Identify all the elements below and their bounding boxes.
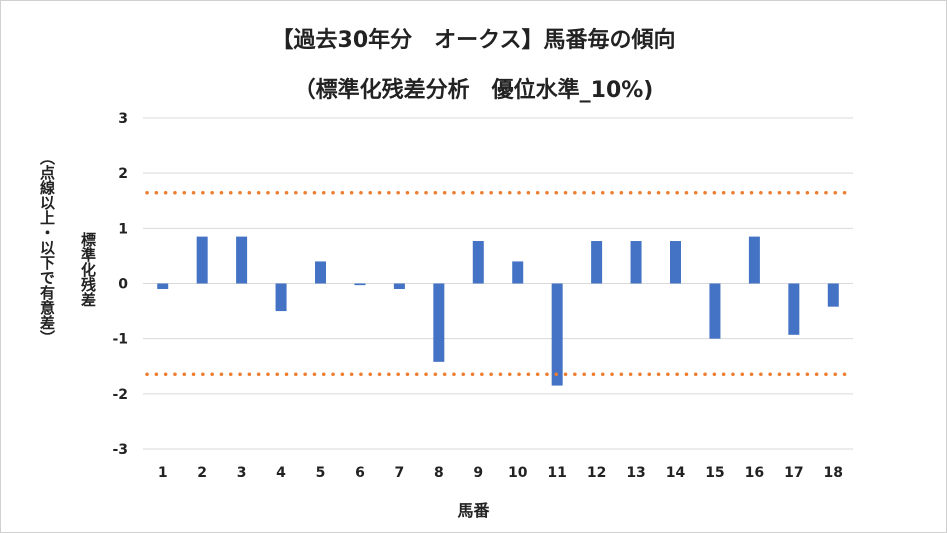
bar [433,283,445,362]
x-tick-label: 7 [395,465,405,481]
x-tick-label: 13 [626,465,645,481]
x-tick-label: 11 [547,465,566,481]
bar [670,241,681,284]
x-tick-label: 5 [316,465,326,481]
bar [709,283,721,339]
bar [788,283,800,335]
y-tick-label: 3 [118,111,128,127]
x-tick-label: 8 [434,465,444,481]
x-tick-label: 14 [666,465,686,481]
x-tick-label: 3 [237,465,247,481]
y-axis-label: 標準化残差 [79,232,97,307]
y-tick-label: 2 [118,166,128,182]
x-tick-label: 16 [745,465,764,481]
bar [354,283,366,286]
chart-subtitle: （標準化残差分析 優位水準_10%) [293,78,654,103]
bar [591,241,603,284]
bar [196,236,208,284]
x-tick-label: 4 [276,465,286,481]
x-tick-label: 6 [355,465,365,481]
bar [236,236,248,284]
bar [472,241,484,284]
x-tick-label: 1 [158,465,168,481]
x-tick-label: 17 [784,465,803,481]
y-axis-note: （点線以上・以下で有意差） [38,150,56,345]
y-tick-label: -2 [112,387,128,403]
y-tick-label: 0 [118,277,128,293]
bar [512,261,524,284]
bar [748,236,760,284]
x-axis-label: 馬番 [457,501,490,520]
bar [393,283,405,290]
bar [827,283,839,307]
x-tick-label: 15 [705,465,724,481]
bar [315,261,326,284]
bar [157,283,169,290]
x-tick-label: 12 [587,465,606,481]
bar [275,283,287,312]
x-tick-label: 2 [197,465,207,481]
bar [551,283,563,386]
chart-title: 【過去30年分 オークス】馬番毎の傾向 [271,28,676,53]
y-tick-label: -3 [112,442,128,458]
x-tick-label: 9 [473,465,483,481]
y-tick-label: 1 [118,221,128,237]
y-tick-label: -1 [112,332,128,348]
x-tick-label: 18 [824,465,843,481]
bar [630,241,642,284]
x-tick-label: 10 [508,465,528,481]
